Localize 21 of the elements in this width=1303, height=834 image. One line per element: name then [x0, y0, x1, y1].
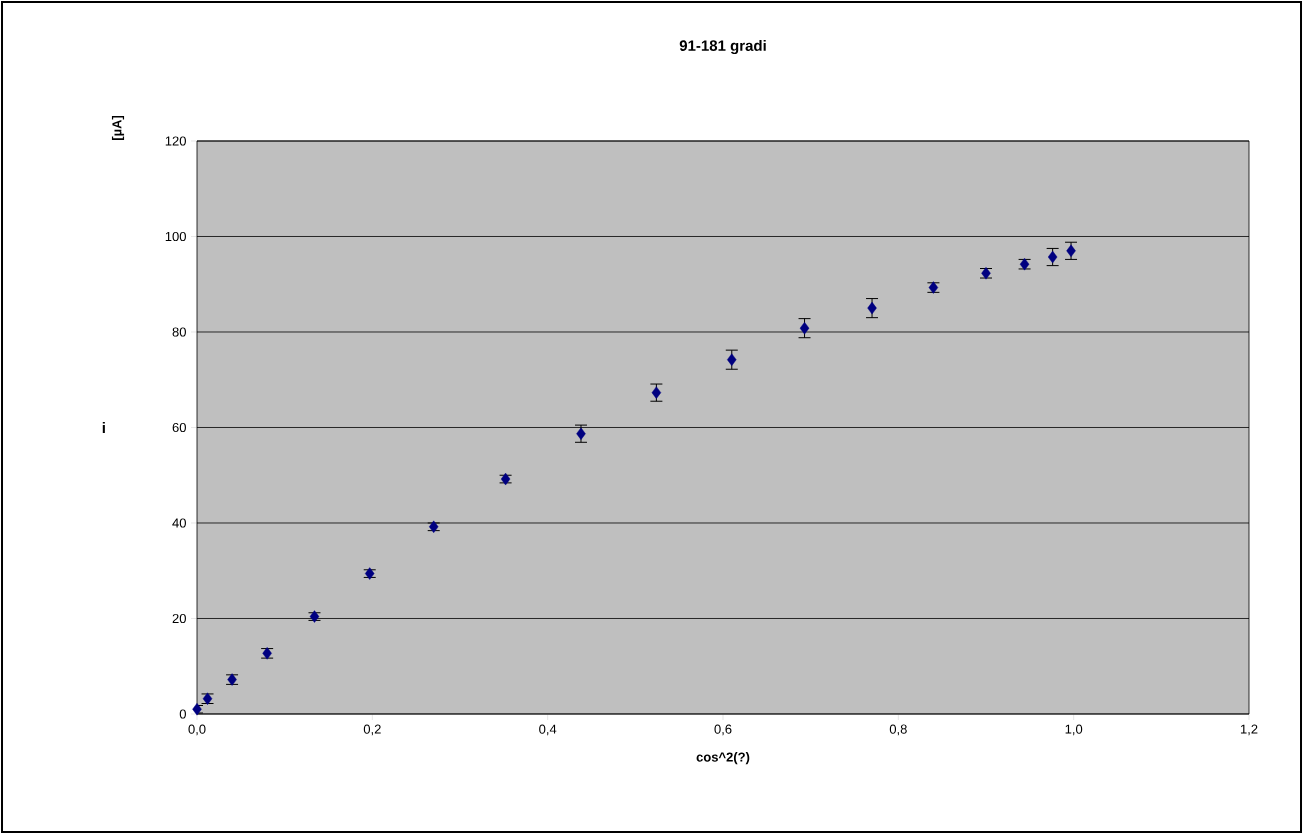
text: [µA]	[111, 115, 125, 141]
x-tick-label: 0,4	[539, 724, 557, 736]
x-tick-label: 1,2	[1240, 724, 1258, 736]
point	[867, 301, 877, 315]
x-tick-label: 0,0	[188, 724, 206, 736]
x-tick-label: 0,8	[889, 724, 907, 736]
x-tick-label: 0,6	[714, 724, 732, 736]
point	[799, 321, 810, 335]
chart-title: 91-181 gradi	[679, 39, 766, 55]
y-tick-label: 100	[165, 231, 186, 242]
y-tick-label: 0	[179, 709, 186, 719]
y-tick-label: 120	[165, 136, 186, 146]
y-tick-label: 60	[172, 422, 186, 433]
x-axis-title: cos^2(?)	[696, 752, 750, 765]
y-axis-title: i	[102, 422, 105, 433]
x-tick-label: 0,2	[363, 724, 381, 736]
y-tick-label: 80	[172, 327, 186, 337]
point	[727, 353, 737, 366]
y-tick-label: 20	[172, 613, 186, 624]
y-tick-label: 40	[172, 518, 186, 528]
x-tick-label: 1,0	[1065, 724, 1083, 736]
